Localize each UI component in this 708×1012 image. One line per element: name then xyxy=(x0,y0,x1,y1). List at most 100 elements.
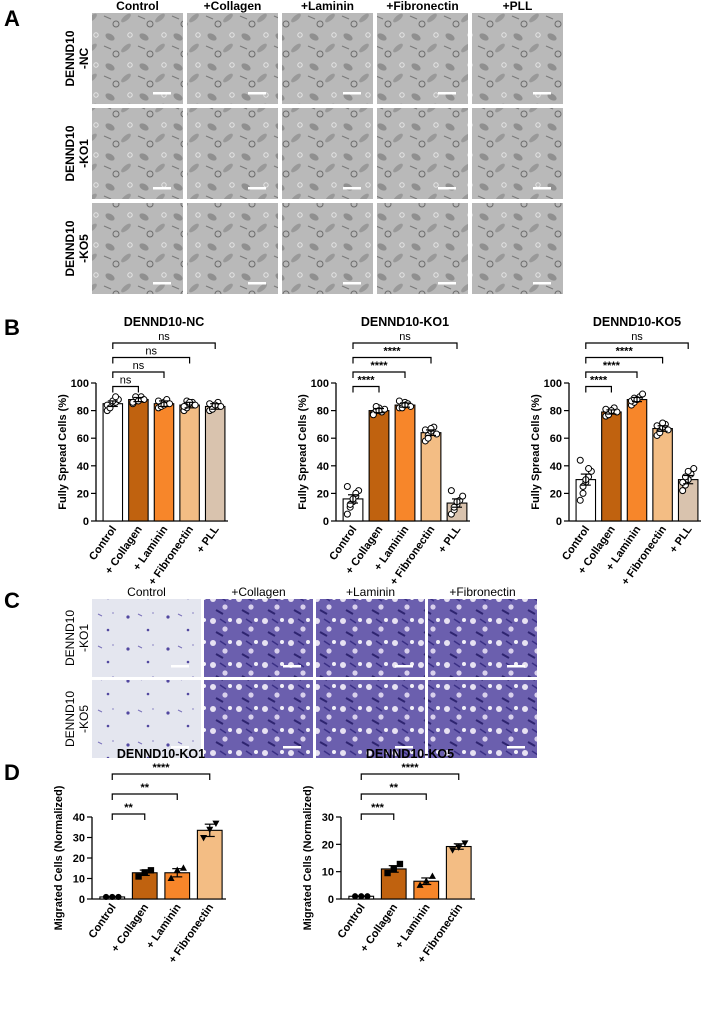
y-tick-label: 20 xyxy=(73,853,85,865)
chart-title: DENND10-KO5 xyxy=(593,315,681,329)
y-tick-label: 20 xyxy=(317,488,329,500)
scale-bar xyxy=(171,665,189,668)
y-tick-label: 40 xyxy=(73,812,85,824)
data-point xyxy=(135,873,142,880)
data-point xyxy=(679,487,687,495)
scale-bar xyxy=(153,282,171,285)
bar xyxy=(394,404,416,522)
scale-bar xyxy=(438,187,456,190)
data-point xyxy=(576,456,584,464)
micrograph-tile xyxy=(187,13,278,104)
significance-bracket xyxy=(360,813,395,820)
data-point xyxy=(447,487,455,495)
y-axis-label: Migrated Cells (Normalized) xyxy=(302,785,314,930)
data-point xyxy=(459,492,467,500)
scale-bar xyxy=(248,92,266,95)
significance-label: ** xyxy=(140,782,149,794)
scale-bar xyxy=(343,92,361,95)
y-tick-label: 0 xyxy=(79,894,85,906)
bar xyxy=(445,845,472,900)
significance-bracket xyxy=(352,371,406,378)
y-tick-label: 20 xyxy=(550,488,562,500)
significance-label: ns xyxy=(133,360,145,372)
significance-label: **** xyxy=(152,762,170,774)
data-point xyxy=(106,404,114,412)
y-tick-label: 30 xyxy=(322,812,334,824)
panel-c-transwell-grid: Control +Collagen +Laminin +Fibronectin DENN… xyxy=(63,585,537,758)
significance-label: ns xyxy=(399,331,411,343)
column-header: Control xyxy=(127,585,166,599)
data-point xyxy=(690,465,698,473)
y-tick-label: 10 xyxy=(73,874,85,886)
y-tick-label: 20 xyxy=(77,488,89,500)
data-point xyxy=(191,401,199,409)
column-header: +Fibronectin xyxy=(449,585,515,599)
bar xyxy=(626,399,648,522)
row-label: DENND10-KO1 xyxy=(63,125,91,181)
data-point xyxy=(664,426,672,434)
micrograph-tile xyxy=(282,13,373,104)
y-tick-label: 80 xyxy=(317,406,329,418)
micrograph-tile xyxy=(472,203,563,294)
bar xyxy=(128,399,149,522)
significance-label: ** xyxy=(389,782,398,794)
significance-label: ns xyxy=(145,346,157,358)
y-axis-label: Fully Spread Cells (%) xyxy=(530,394,542,510)
data-point xyxy=(343,510,351,518)
bar xyxy=(153,403,175,522)
significance-bracket xyxy=(352,342,458,349)
y-tick-label: 30 xyxy=(73,833,85,845)
significance-label: **** xyxy=(383,346,401,358)
bar xyxy=(204,405,226,522)
category-label: + PLL xyxy=(436,524,463,556)
micrograph-tile xyxy=(428,680,537,758)
panel-label-a: A xyxy=(4,6,20,31)
significance-label: ns xyxy=(158,331,170,343)
data-point xyxy=(381,405,389,413)
chart-d-dennd10-ko1: DENND10-KO1 0 10 20 30 40 Migrated Cells (Norm… xyxy=(53,747,226,966)
micrograph-tile xyxy=(316,680,425,758)
y-tick-label: 100 xyxy=(71,378,89,390)
scale-bar xyxy=(153,92,171,95)
data-point xyxy=(384,869,391,877)
row-label: DENND10-NC xyxy=(63,30,91,86)
scale-bar xyxy=(153,187,171,190)
y-tick-label: 100 xyxy=(544,378,562,390)
data-point xyxy=(112,393,120,401)
significance-bracket xyxy=(585,385,612,393)
significance-bracket xyxy=(360,793,427,800)
bar xyxy=(601,411,622,522)
significance-label: **** xyxy=(401,762,419,774)
significance-bracket xyxy=(112,385,139,393)
data-point xyxy=(167,874,175,882)
significance-bracket xyxy=(111,793,178,800)
chart-title: DENND10-KO1 xyxy=(117,747,205,761)
data-point xyxy=(579,489,587,497)
bar xyxy=(131,872,158,900)
data-point xyxy=(639,390,647,398)
category-label: + PLL xyxy=(667,524,694,556)
data-point xyxy=(428,872,436,879)
significance-bracket xyxy=(112,356,191,364)
significance-label: *** xyxy=(371,802,385,814)
micrograph-tile xyxy=(316,599,425,677)
data-point xyxy=(659,419,667,427)
significance-label: ns xyxy=(631,331,643,343)
data-point xyxy=(416,881,424,888)
bar xyxy=(652,427,673,522)
data-point xyxy=(576,496,584,504)
micrograph-tile xyxy=(92,13,183,104)
micrograph-tile xyxy=(377,203,468,294)
scale-bar xyxy=(438,92,456,95)
y-axis-label: Fully Spread Cells (%) xyxy=(57,394,69,510)
y-tick-label: 10 xyxy=(322,867,334,879)
panel-label-d: D xyxy=(4,760,20,785)
significance-bracket xyxy=(111,813,146,820)
micrograph-tile xyxy=(204,599,313,677)
category-label: Control xyxy=(335,902,367,941)
scale-bar xyxy=(533,187,551,190)
data-point xyxy=(343,483,351,490)
column-header: +PLL xyxy=(503,0,533,13)
